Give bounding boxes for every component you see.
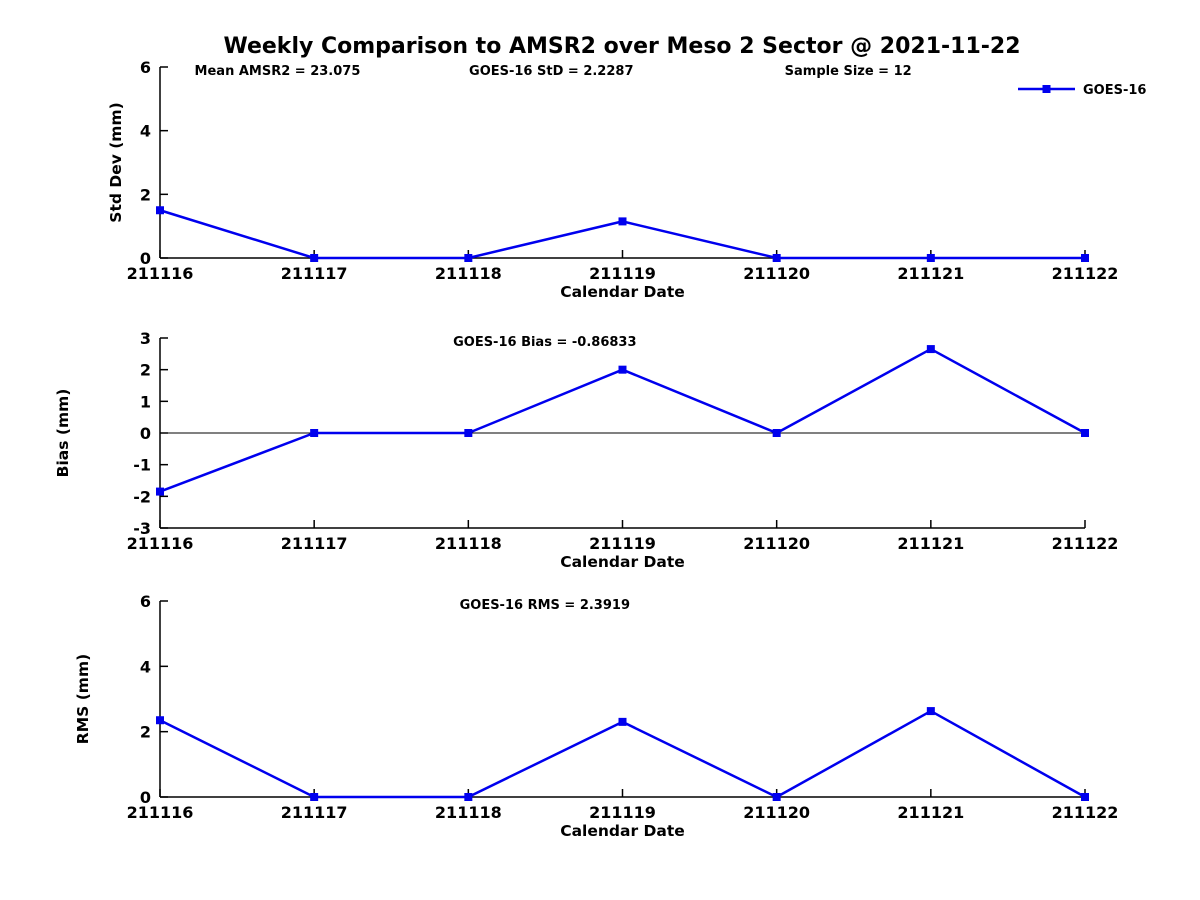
- legend-marker: [1042, 85, 1051, 93]
- y-tick-label: 4: [140, 657, 151, 676]
- data-point-marker: [310, 429, 319, 437]
- data-point-marker: [310, 793, 319, 801]
- data-point-marker: [1081, 254, 1089, 262]
- subplot: 0 2 4 6 211116 211117 211118 211119 211120 211121…: [74, 592, 1118, 840]
- stat-annotation: Sample Size = 12: [785, 64, 912, 79]
- data-point-marker: [156, 716, 164, 725]
- x-tick-label: 211121: [897, 534, 964, 553]
- data-point-marker: [926, 345, 935, 354]
- x-tick-label: 211117: [281, 803, 348, 822]
- data-point-marker: [926, 707, 935, 716]
- legend-label: GOES-16: [1083, 83, 1146, 98]
- x-tick-label: 211116: [127, 534, 194, 553]
- y-tick-label: -3: [133, 519, 151, 538]
- x-tick-label: 211116: [127, 264, 194, 283]
- stat-annotation: GOES-16 RMS = 2.3919: [460, 598, 630, 613]
- y-tick-label: 6: [140, 592, 151, 611]
- y-tick-label: 6: [140, 58, 151, 77]
- stat-annotation: GOES-16 Bias = -0.86833: [453, 335, 636, 350]
- y-tick-label: -1: [133, 456, 151, 475]
- data-point-marker: [772, 254, 781, 262]
- x-tick-label: 211120: [743, 264, 810, 283]
- data-point-marker: [156, 487, 164, 496]
- x-tick-label: 211119: [589, 803, 656, 822]
- x-tick-label: 211118: [435, 264, 502, 283]
- subplot: -3 -2 -1 0 1 2 3 211116 211117 211118 211119 211120…: [54, 329, 1118, 571]
- data-point-marker: [156, 206, 164, 215]
- y-tick-label: 2: [140, 185, 151, 204]
- x-tick-label: 211118: [435, 803, 502, 822]
- x-tick-label: 211121: [897, 803, 964, 822]
- y-tick-label: 0: [140, 249, 151, 268]
- x-tick-label: 211118: [435, 534, 502, 553]
- chart-title: Weekly Comparison to AMSR2 over Meso 2 S…: [223, 34, 1020, 59]
- data-point-marker: [464, 793, 473, 801]
- data-point-marker: [618, 717, 627, 726]
- y-tick-label: 0: [140, 424, 151, 443]
- y-tick-label: 3: [140, 329, 151, 348]
- data-point-marker: [618, 217, 627, 226]
- x-tick-label: 211117: [281, 534, 348, 553]
- y-axis-label: Std Dev (mm): [107, 102, 125, 222]
- y-axis-label: RMS (mm): [74, 654, 92, 744]
- x-tick-label: 211121: [897, 264, 964, 283]
- x-tick-label: 211119: [589, 264, 656, 283]
- subplot: 0 2 4 6 211116 211117 211118 211119 211120 211121…: [107, 58, 1146, 301]
- data-point-marker: [772, 429, 781, 437]
- data-point-marker: [310, 254, 319, 262]
- data-point-marker: [618, 365, 627, 374]
- data-point-marker: [464, 254, 473, 262]
- x-tick-label: 211120: [743, 803, 810, 822]
- data-point-marker: [1081, 429, 1089, 437]
- data-point-marker: [1081, 793, 1089, 801]
- data-point-marker: [926, 254, 935, 262]
- y-axis-label: Bias (mm): [54, 389, 72, 478]
- x-tick-label: 211120: [743, 534, 810, 553]
- x-axis-label: Calendar Date: [560, 822, 685, 840]
- y-tick-label: 1: [140, 392, 151, 411]
- stat-annotation: Mean AMSR2 = 23.075: [195, 64, 361, 79]
- x-tick-label: 211122: [1052, 264, 1119, 283]
- x-tick-label: 211122: [1052, 803, 1119, 822]
- y-tick-label: -2: [133, 487, 151, 506]
- data-point-marker: [772, 793, 781, 801]
- x-tick-label: 211116: [127, 803, 194, 822]
- x-tick-label: 211117: [281, 264, 348, 283]
- legend: GOES-16: [1018, 83, 1146, 98]
- x-tick-label: 211122: [1052, 534, 1119, 553]
- x-axis-label: Calendar Date: [560, 283, 685, 301]
- stat-annotation: GOES-16 StD = 2.2287: [469, 64, 633, 79]
- y-tick-label: 4: [140, 122, 151, 141]
- x-tick-label: 211119: [589, 534, 656, 553]
- y-tick-label: 2: [140, 361, 151, 380]
- data-point-marker: [464, 429, 473, 437]
- y-tick-label: 2: [140, 723, 151, 742]
- y-tick-label: 0: [140, 788, 151, 807]
- x-axis-label: Calendar Date: [560, 553, 685, 571]
